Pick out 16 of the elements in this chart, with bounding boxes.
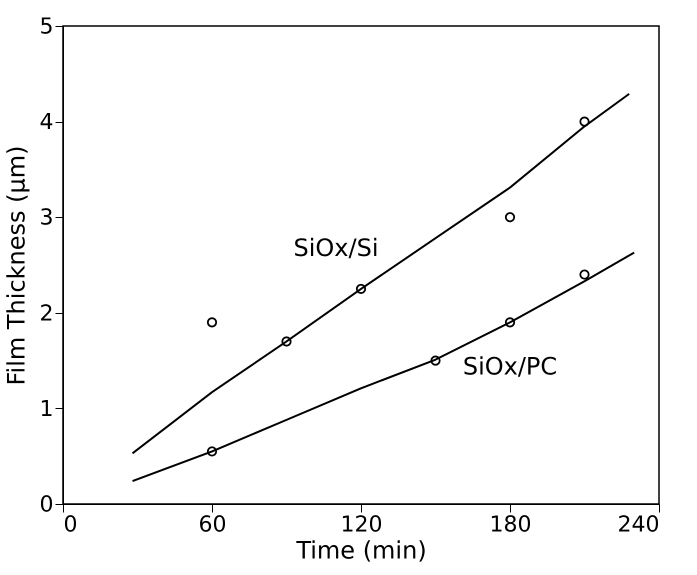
y-tick-label: 4 [40, 110, 54, 136]
y-tick-label: 3 [40, 206, 54, 231]
x-tick-label: 120 [340, 512, 382, 538]
y-axis-title: Film Thickness (μm) [2, 145, 31, 386]
x-tick-label: 240 [618, 512, 660, 538]
series-label: SiOx/Si [294, 234, 378, 262]
y-tick-label: 2 [40, 301, 54, 326]
x-tick-label: 0 [64, 512, 78, 538]
y-tick-label: 5 [40, 14, 54, 40]
x-tick-label: 180 [490, 512, 532, 538]
line-series [132, 92, 630, 454]
x-axis-title: Time (min) [295, 536, 427, 564]
x-tick-label: 60 [198, 512, 226, 538]
series-label: SiOx/PC [462, 352, 558, 380]
y-tick-label: 1 [40, 396, 54, 422]
y-tick-label: 0 [40, 492, 54, 518]
